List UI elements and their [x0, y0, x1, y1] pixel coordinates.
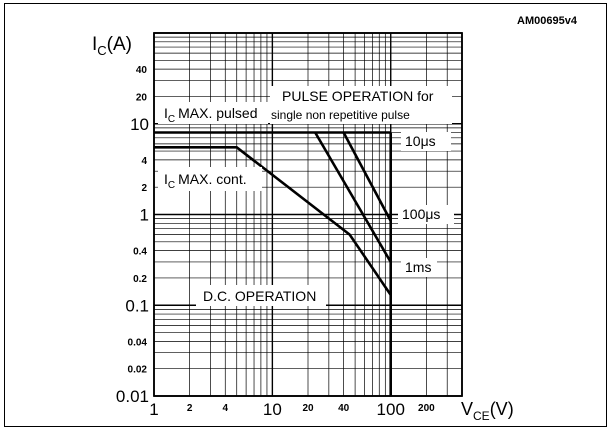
- annotation-dc-operation: D.C. OPERATION: [203, 288, 316, 304]
- y-tick-label: 0.4: [133, 247, 147, 258]
- x-tick-label: 4: [222, 403, 228, 414]
- annotation-background: [401, 258, 437, 277]
- annotation-background: [270, 86, 452, 124]
- annotation-background: [196, 285, 326, 306]
- curve-group: [154, 131, 393, 396]
- soa-curve-3: [342, 131, 392, 222]
- annotation-ic-max-cont: IC MAX. cont.: [164, 171, 247, 191]
- y-tick-label: 20: [136, 92, 148, 103]
- y-tick-label: 0.2: [133, 274, 147, 285]
- x-tick-labels: 1 2 4 10 20 40 100 200: [149, 400, 435, 419]
- y-tick-label: 1: [140, 206, 149, 225]
- y-tick-label: 0.1: [125, 296, 149, 315]
- annotation-ic-max-pulsed: IC MAX. pulsed: [164, 105, 258, 125]
- plot-border: [153, 32, 463, 397]
- annotation-single-pulse: single non repetitive pulse: [271, 108, 410, 122]
- annotation-background: [398, 205, 454, 224]
- y-tick-label: 4: [141, 156, 147, 167]
- y-tick-label: 10: [130, 115, 149, 134]
- annotation-pulse-operation: PULSE OPERATION for: [282, 88, 434, 104]
- x-tick-label: 2: [187, 403, 193, 414]
- x-tick-label: 10: [263, 400, 282, 419]
- x-axis-title: VCE(V): [461, 399, 514, 423]
- y-tick-label: 2: [141, 183, 147, 194]
- soa-curve-1: [154, 146, 392, 296]
- chart-frame: [4, 3, 607, 427]
- x-tick-label: 200: [418, 403, 435, 414]
- y-axis-title: IC(A): [92, 34, 132, 58]
- annotation-background: [158, 102, 268, 124]
- y-tick-label: 0.01: [116, 387, 149, 406]
- figure-code: AM00695v4: [517, 15, 578, 27]
- y-tick-label: 0.02: [128, 365, 148, 376]
- soa-curve-2: [314, 131, 392, 263]
- y-tick-label: 40: [136, 65, 148, 76]
- y-tick-labels: 0.01 0.02 0.04 0.1 0.2 0.4 1 2 4 10 20 40: [116, 65, 149, 406]
- x-tick-label: 1: [149, 400, 158, 419]
- annotation-1ms: 1ms: [405, 259, 431, 275]
- annotation-background: [401, 132, 451, 151]
- annotation-10us: 10μs: [405, 133, 436, 149]
- annotation-background: [158, 167, 262, 191]
- label-backgrounds: [158, 86, 454, 306]
- annotation-100us: 100μs: [402, 206, 440, 222]
- x-tick-label: 100: [377, 400, 405, 419]
- x-tick-label: 40: [338, 403, 350, 414]
- x-tick-label: 20: [302, 403, 314, 414]
- y-tick-label: 0.04: [128, 337, 148, 348]
